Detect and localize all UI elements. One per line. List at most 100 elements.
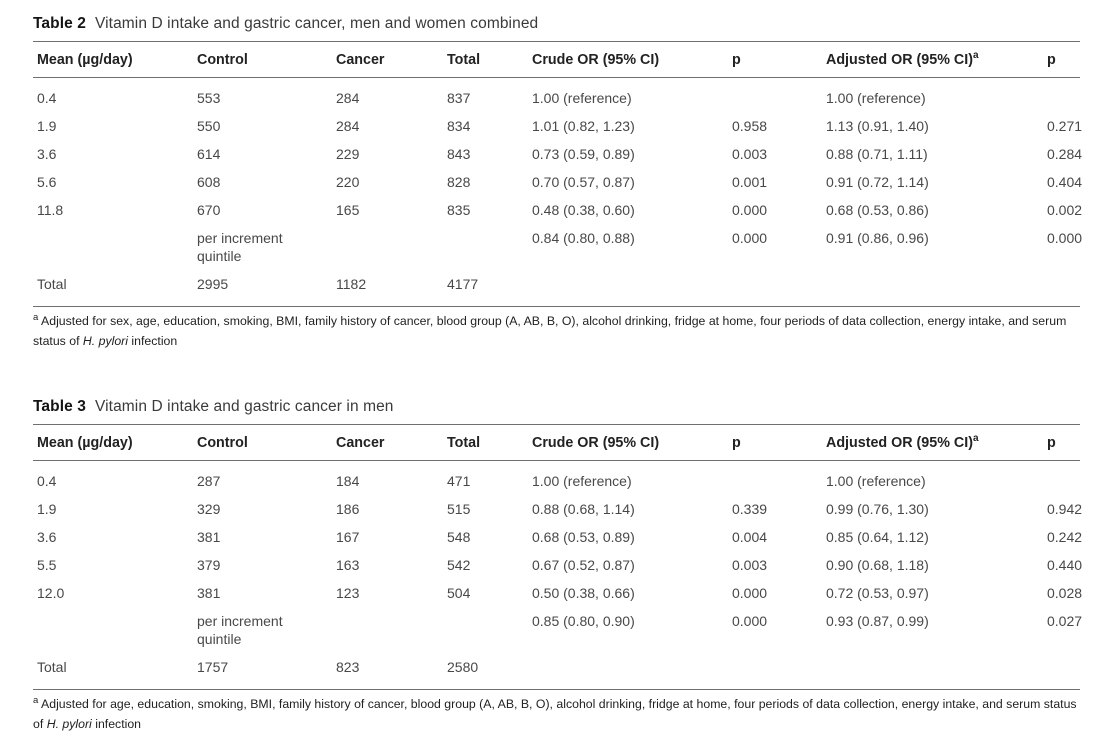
table-cell: 0.72 (0.53, 0.97) [826,584,929,601]
table-cell [822,270,1043,307]
table-cell [728,78,822,113]
table-cell: 828 [447,174,471,190]
table-cell: 0.88 (0.68, 1.14) [532,500,635,517]
table-cell: 381 [197,528,221,545]
table-cell: 0.003 [732,556,768,573]
table-cell: 614 [197,146,221,162]
table-cell: 0.91 (0.72, 1.14) [826,174,929,190]
table-cell: 0.000 [732,612,768,629]
column-header-crude-or: Crude OR (95% CI) [528,42,728,78]
column-header-p-adjusted: p [1043,42,1080,78]
column-header-mean: Mean (µg/day) [33,42,193,78]
table-cell: 381 [197,584,221,601]
table-cell: Total [37,276,67,292]
table-row: 5.5 379 163 542 0.67 (0.52, 0.87) 0.003 0.90 (… [33,551,1082,579]
table-row: 5.6 608 220 828 0.70 (0.57, 0.87) 0.001 0.91 (… [33,168,1083,196]
table-cell [528,653,728,690]
table-cell: 0.93 (0.87, 0.99) [826,612,929,629]
table-cell: 0.242 [1047,528,1083,545]
table-cell: 0.001 [732,174,768,190]
table-row: 3.6 614 229 843 0.73 (0.59, 0.89) 0.003 0.88 (… [33,140,1082,168]
footnote-marker-superscript: a [972,433,979,445]
column-header-cancer: Cancer [332,424,443,461]
column-header-total: Total [443,424,528,461]
table-cell [728,460,822,495]
table-cell: 843 [447,146,471,162]
table-cell: 1.01 (0.82, 1.23) [532,118,635,134]
table-cell: 220 [336,174,360,190]
table-cell: 0.90 (0.68, 1.18) [826,556,929,573]
table-cell: 0.85 (0.64, 1.12) [826,528,929,545]
column-header-mean: Mean (µg/day) [33,424,193,461]
table-cell: 0.70 (0.57, 0.87) [532,174,635,190]
table-cell [528,270,728,307]
table-cell [1043,460,1080,495]
table-cell: 12.0 [37,584,65,601]
footnote-marker: a [33,311,39,323]
table-cell: 1.9 [37,500,57,517]
table-2-title: Table 2 Vitamin D intake and gastric canc… [33,15,1080,42]
table-cell: 0.84 (0.80, 0.88) [532,230,635,246]
table-cell: 515 [447,500,471,517]
table-cell: 0.000 [732,230,768,246]
table-row: 0.4 287 184 471 1.00 (reference) 1.00 (refere… [33,460,1080,495]
table-cell: 670 [197,202,221,218]
table-cell: 11.8 [37,202,64,218]
table-row: per increment quintile 0.84 (0.80, 0.88) 0… [33,224,1082,270]
table-2-header: Mean (µg/day) Control Cancer Total Crude… [33,42,1080,78]
table-row: Total 1757 823 2580 [33,653,1080,690]
table-cell: 5.5 [37,556,57,573]
table-cell: 186 [336,500,360,517]
table-cell: 2580 [447,658,479,675]
table-cell: 0.027 [1047,612,1083,629]
table-cell: 0.404 [1047,174,1083,190]
table-cell: 542 [447,556,471,573]
table-2-label: Table 2 [33,15,86,32]
table-cell [728,653,822,690]
footnote-text: Adjusted for age, education, smoking, BM… [33,696,1077,731]
table-2-footnote: a Adjusted for sex, age, education, smok… [33,312,1080,352]
table-cell: 284 [336,118,360,134]
column-header-total: Total [443,42,528,78]
table-cell [1043,653,1080,690]
table-cell: 0.73 (0.59, 0.89) [532,146,635,162]
table-3-body: 0.4 287 184 471 1.00 (reference) 1.00 (refere… [33,460,1083,690]
table-cell: 0.942 [1047,500,1083,517]
table-cell: 184 [336,472,360,489]
table-cell: 379 [197,556,221,573]
column-header-crude-or: Crude OR (95% CI) [528,424,728,461]
table-cell [728,270,822,307]
table-cell: 5.6 [37,174,57,190]
table-cell: 1.00 (reference) [826,472,926,489]
table-cell: 0.68 (0.53, 0.86) [826,202,929,218]
table-row: 1.9 329 186 515 0.88 (0.68, 1.14) 0.339 0.99 (… [33,495,1083,523]
footnote-italic-species: H. pylori [82,333,129,348]
footnote-text: Adjusted for sex, age, education, smokin… [33,314,1067,348]
table-cell: 0.91 (0.86, 0.96) [826,230,929,246]
table-cell: 0.50 (0.38, 0.66) [532,584,635,601]
table-cell: 0.85 (0.80, 0.90) [532,612,635,629]
column-header-cancer: Cancer [332,42,443,78]
table-cell [33,607,193,653]
table-cell: 834 [447,118,471,134]
table-cell: 0.4 [37,472,57,489]
column-header-adjusted-or: Adjusted OR (95% CI)a [822,42,1043,78]
table-cell [443,607,528,653]
table-cell: 0.271 [1047,118,1083,134]
table-2: Mean (µg/day) Control Cancer Total Crude… [33,42,1083,307]
table-cell: 0.004 [732,528,768,545]
table-cell: 835 [447,202,471,218]
table-cell: 287 [197,472,221,489]
table-cell: 3.6 [37,528,57,545]
table-3-label: Table 3 [33,397,86,415]
table-cell [443,224,528,270]
table-2-caption: Vitamin D intake and gastric cancer, men… [94,15,539,32]
table-cell: 504 [447,584,471,601]
table-cell: 123 [336,584,360,601]
column-header-adjusted-or: Adjusted OR (95% CI)a [822,424,1043,461]
table-cell: 837 [447,90,471,106]
table-cell: 550 [197,118,221,134]
table-cell: 3.6 [37,146,57,162]
table-cell: 0.68 (0.53, 0.89) [532,528,635,545]
table-cell: 0.88 (0.71, 1.11) [826,146,928,162]
